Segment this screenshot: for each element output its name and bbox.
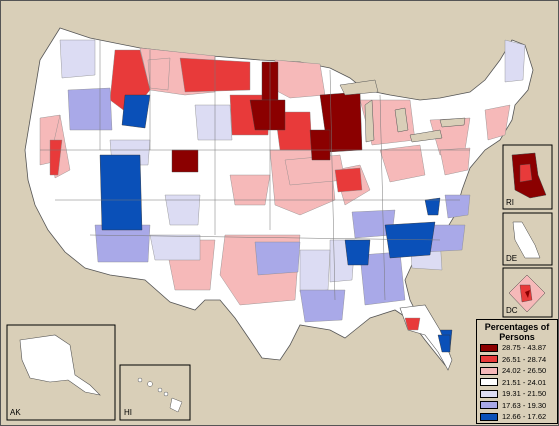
legend-title-line1: Percentages of bbox=[484, 322, 550, 332]
legend-item: 17.63 - 19.30 bbox=[480, 400, 557, 412]
legend-label: 28.75 - 43.87 bbox=[502, 343, 547, 353]
hi-inset bbox=[119, 364, 191, 421]
legend-swatch bbox=[480, 355, 498, 364]
legend-label: 12.66 - 17.62 bbox=[502, 412, 547, 422]
ak-label: AK bbox=[10, 408, 21, 417]
state-boundaries bbox=[40, 40, 470, 301]
legend-swatch bbox=[480, 412, 498, 421]
legend-item: 12.66 - 17.62 bbox=[480, 411, 557, 423]
hi-label: HI bbox=[124, 408, 132, 417]
legend-swatch bbox=[480, 343, 498, 352]
regions-dark-red bbox=[171, 61, 363, 173]
legend-item: 19.31 - 21.50 bbox=[480, 388, 557, 400]
florida-blue bbox=[437, 334, 451, 353]
legend-item: 24.02 - 26.50 bbox=[480, 365, 557, 377]
ak-inset bbox=[6, 324, 116, 421]
ri-inset bbox=[502, 144, 553, 210]
legend-swatch bbox=[480, 389, 498, 398]
legend-label: 17.63 - 19.30 bbox=[502, 400, 547, 410]
ri-label: RI bbox=[506, 198, 514, 207]
florida-red bbox=[404, 317, 421, 331]
legend-swatch bbox=[480, 366, 498, 375]
dc-inset bbox=[502, 267, 553, 318]
legend-item: 28.75 - 43.87 bbox=[480, 342, 557, 354]
legend-title-line2: Persons bbox=[499, 332, 535, 342]
legend: Percentages of Persons 28.75 - 43.87 26.… bbox=[476, 319, 558, 424]
de-inset bbox=[502, 212, 553, 266]
legend-item: 26.51 - 28.74 bbox=[480, 354, 557, 366]
de-label: DE bbox=[506, 254, 518, 263]
legend-items: 28.75 - 43.87 26.51 - 28.74 24.02 - 26.5… bbox=[477, 342, 557, 423]
legend-label: 26.51 - 28.74 bbox=[502, 354, 547, 364]
legend-label: 21.51 - 24.01 bbox=[502, 377, 547, 387]
legend-item: 21.51 - 24.01 bbox=[480, 377, 557, 389]
legend-swatch bbox=[480, 401, 498, 410]
legend-swatch bbox=[480, 378, 498, 387]
dc-label: DC bbox=[506, 306, 518, 315]
legend-label: 24.02 - 26.50 bbox=[502, 366, 547, 376]
legend-label: 19.31 - 21.50 bbox=[502, 389, 547, 399]
regions-medium-blue bbox=[67, 87, 471, 323]
great-lakes bbox=[339, 79, 466, 143]
